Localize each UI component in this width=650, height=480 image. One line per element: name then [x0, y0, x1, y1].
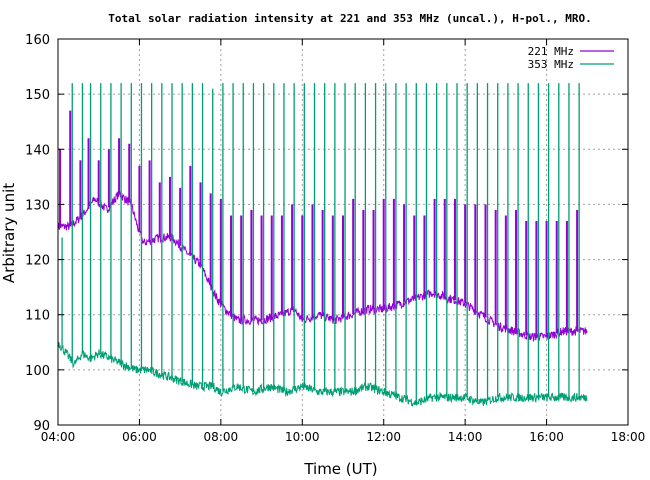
x-axis-ticks: 04:00 06:00 08:00 10:00 12:00 14:00 16:00 18:00	[41, 39, 646, 444]
x-axis-label: Time (UT)	[303, 460, 377, 478]
x-tick-label: 06:00	[122, 430, 157, 444]
x-tick-label: 08:00	[204, 430, 239, 444]
y-tick-label: 160	[25, 33, 50, 48]
y-tick-label: 100	[25, 364, 50, 379]
y-tick-label: 90	[33, 419, 50, 434]
series-layer	[57, 83, 588, 407]
y-axis-label: Arbitrary unit	[0, 183, 18, 283]
x-tick-label: 04:00	[41, 430, 76, 444]
series-221-mhz	[57, 110, 588, 343]
x-tick-label: 12:00	[366, 430, 401, 444]
series-353-mhz	[57, 83, 588, 407]
y-tick-label: 130	[25, 198, 50, 213]
x-tick-label: 10:00	[285, 430, 320, 444]
x-tick-label: 16:00	[529, 430, 564, 444]
y-tick-label: 120	[25, 254, 50, 269]
x-tick-label: 18:00	[611, 430, 646, 444]
plot-frame	[57, 38, 629, 426]
y-axis-ticks: 90 100 110 120 130 140 150 160	[25, 33, 628, 434]
legend-label: 353 MHz	[528, 58, 574, 71]
chart-title: Total solar radiation intensity at 221 a…	[108, 12, 591, 25]
series-line	[57, 342, 588, 407]
y-tick-label: 140	[25, 143, 50, 158]
x-tick-label: 14:00	[448, 430, 483, 444]
legend-label: 221 MHz	[528, 45, 574, 58]
y-tick-label: 110	[25, 309, 50, 324]
y-tick-label: 150	[25, 88, 50, 103]
